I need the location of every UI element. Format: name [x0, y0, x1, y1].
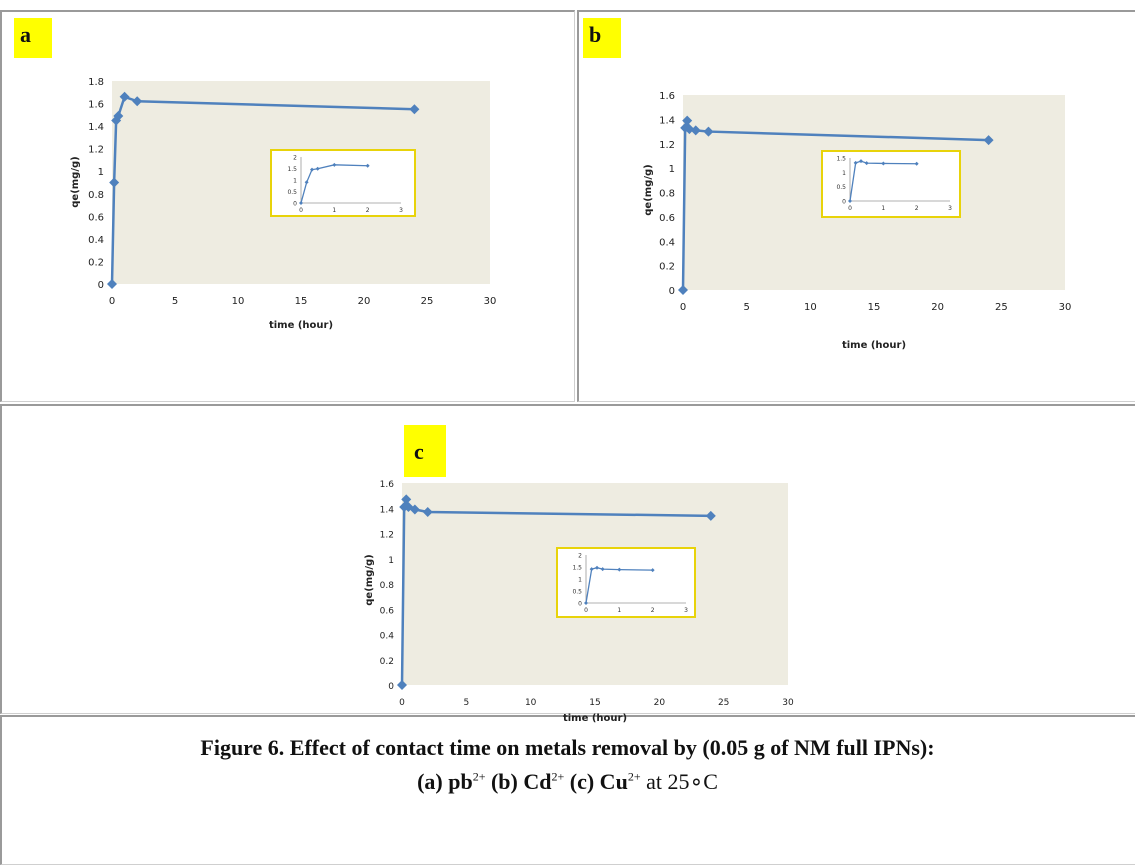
caption-a-label: (a) pb — [417, 769, 473, 794]
caption-line-2: (a) pb2+ (b) Cd2+ (c) Cu2+ at 25∘C — [0, 769, 1135, 795]
panel-c-frame — [0, 404, 1135, 714]
figure-caption: Figure 6. Effect of contact time on meta… — [0, 735, 1135, 795]
caption-line-1: Figure 6. Effect of contact time on meta… — [200, 735, 935, 760]
caption-c-sup: 2+ — [627, 769, 641, 784]
caption-c-label: (c) Cu — [564, 769, 628, 794]
panel-a-frame — [0, 10, 575, 402]
panel-a-tag: a — [14, 18, 52, 58]
caption-b-label: (b) Cd — [485, 769, 552, 794]
panel-b-tag: b — [583, 18, 621, 58]
caption-b-sup: 2+ — [551, 769, 565, 784]
caption-a-sup: 2+ — [472, 769, 486, 784]
caption-temp: at 25∘C — [640, 769, 718, 794]
panel-c-tag: c — [404, 425, 446, 477]
panel-b-frame — [577, 10, 1135, 402]
